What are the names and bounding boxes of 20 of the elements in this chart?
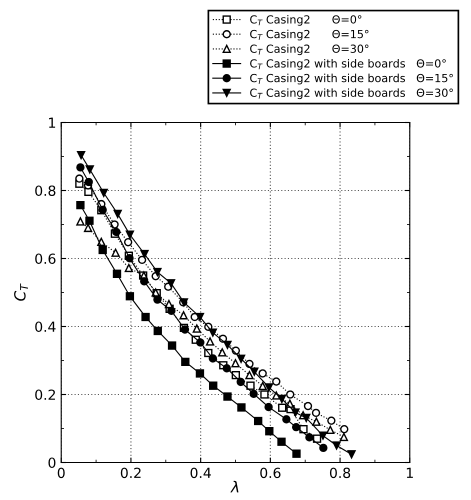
y-tick-label: 0.4 xyxy=(35,321,56,332)
x-tick-label: 0 xyxy=(58,468,65,478)
y-tick-label: 0.2 xyxy=(35,389,55,400)
legend-label: C$_{T}$ Casing2 Θ=0° xyxy=(250,15,362,26)
x-axis-title: λ xyxy=(230,480,238,492)
y-tick-label: 0 xyxy=(48,457,56,468)
x-tick-label: 0.8 xyxy=(330,468,350,478)
x-tick-label: 0.4 xyxy=(190,468,211,478)
y-axis-title: C$_{T}$ xyxy=(14,283,28,301)
y-tick-label: 0.8 xyxy=(35,185,56,196)
legend-label: C$_{T}$ Casing2 with side boards Θ=0° xyxy=(250,59,446,70)
legend-label: C$_{T}$ Casing2 with side boards Θ=30° xyxy=(250,88,453,100)
x-tick-label: 1 xyxy=(406,468,413,478)
x-tick-label: 0.2 xyxy=(120,468,141,478)
x-tick-label: 0.6 xyxy=(260,468,281,478)
legend-label: C$_{T}$ Casing2 Θ=30° xyxy=(250,44,368,56)
legend-label: C$_{T}$ Casing2 Θ=15° xyxy=(250,30,368,40)
y-tick-label: 0.6 xyxy=(35,253,56,264)
y-tick-label: 1 xyxy=(49,118,56,128)
legend-label: C$_{T}$ Casing2 with side boards Θ=15° xyxy=(250,74,453,84)
